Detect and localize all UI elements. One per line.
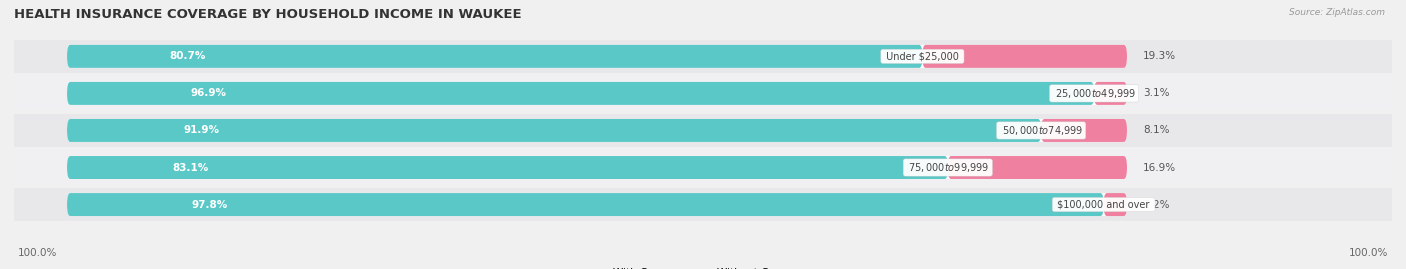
Text: $100,000 and over: $100,000 and over [1054, 200, 1153, 210]
Text: 83.1%: 83.1% [173, 162, 209, 172]
Text: 8.1%: 8.1% [1143, 125, 1170, 136]
FancyBboxPatch shape [1040, 119, 1128, 142]
Text: $75,000 to $99,999: $75,000 to $99,999 [905, 161, 990, 174]
FancyBboxPatch shape [67, 119, 1128, 142]
Text: 91.9%: 91.9% [184, 125, 219, 136]
Text: $50,000 to $74,999: $50,000 to $74,999 [998, 124, 1084, 137]
FancyBboxPatch shape [67, 119, 1040, 142]
Text: Under $25,000: Under $25,000 [883, 51, 962, 61]
Legend: With Coverage, Without Coverage: With Coverage, Without Coverage [595, 268, 811, 269]
FancyBboxPatch shape [67, 156, 1128, 179]
FancyBboxPatch shape [14, 114, 1392, 147]
FancyBboxPatch shape [67, 82, 1128, 105]
FancyBboxPatch shape [14, 151, 1392, 184]
FancyBboxPatch shape [1094, 82, 1128, 105]
Text: 16.9%: 16.9% [1143, 162, 1175, 172]
Text: 100.0%: 100.0% [18, 248, 58, 258]
Text: 96.9%: 96.9% [190, 89, 226, 98]
FancyBboxPatch shape [14, 188, 1392, 221]
FancyBboxPatch shape [67, 82, 1094, 105]
FancyBboxPatch shape [67, 193, 1128, 216]
Text: HEALTH INSURANCE COVERAGE BY HOUSEHOLD INCOME IN WAUKEE: HEALTH INSURANCE COVERAGE BY HOUSEHOLD I… [14, 8, 522, 21]
FancyBboxPatch shape [67, 45, 1128, 68]
Text: $25,000 to $49,999: $25,000 to $49,999 [1052, 87, 1136, 100]
FancyBboxPatch shape [14, 77, 1392, 110]
FancyBboxPatch shape [67, 193, 1104, 216]
FancyBboxPatch shape [922, 45, 1128, 68]
Text: Source: ZipAtlas.com: Source: ZipAtlas.com [1289, 8, 1385, 17]
Text: 100.0%: 100.0% [1348, 248, 1388, 258]
FancyBboxPatch shape [67, 156, 948, 179]
Text: 97.8%: 97.8% [191, 200, 228, 210]
Text: 2.2%: 2.2% [1143, 200, 1170, 210]
FancyBboxPatch shape [948, 156, 1128, 179]
FancyBboxPatch shape [14, 40, 1392, 73]
FancyBboxPatch shape [67, 45, 922, 68]
Text: 3.1%: 3.1% [1143, 89, 1170, 98]
FancyBboxPatch shape [1104, 193, 1128, 216]
Text: 80.7%: 80.7% [170, 51, 207, 61]
Text: 19.3%: 19.3% [1143, 51, 1175, 61]
